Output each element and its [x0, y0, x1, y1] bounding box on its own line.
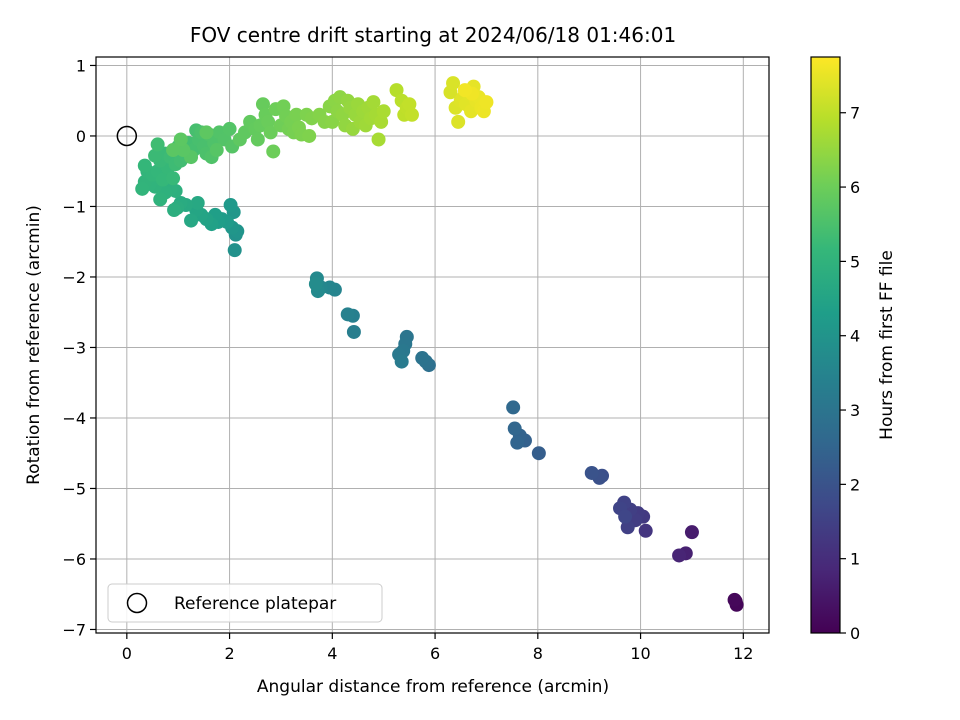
data-point: [135, 181, 150, 196]
x-axis-label: Angular distance from reference (arcmin): [257, 677, 609, 697]
data-point: [394, 354, 409, 369]
data-point: [506, 400, 521, 415]
y-tick-label: 1: [76, 56, 86, 75]
data-point: [684, 525, 699, 540]
colorbar-tick-label: 3: [850, 401, 860, 420]
colorbar-tick-label: 1: [850, 550, 860, 569]
data-point: [261, 114, 276, 129]
colorbar-tick-label: 0: [850, 624, 860, 643]
y-tick-label: −3: [62, 338, 86, 357]
data-point: [389, 83, 404, 98]
y-tick-label: 0: [76, 127, 86, 146]
data-point: [376, 104, 391, 119]
x-tick-label: 6: [430, 644, 440, 663]
data-point: [167, 202, 182, 217]
colorbar-gradient: [811, 57, 840, 633]
data-point: [255, 97, 270, 112]
chart-title: FOV centre drift starting at 2024/06/18 …: [190, 23, 676, 47]
colorbar-tick-label: 6: [850, 178, 860, 197]
y-tick-label: −4: [62, 409, 86, 428]
data-point: [289, 107, 304, 122]
colorbar-tick-label: 2: [850, 475, 860, 494]
colorbar-tick-label: 4: [850, 327, 860, 346]
x-axis-ticks: 0 2 4 6 8 10 12: [122, 633, 753, 663]
data-point: [618, 509, 633, 524]
data-point: [263, 125, 278, 140]
data-point: [371, 132, 386, 147]
x-tick-label: 0: [122, 644, 132, 663]
data-point: [209, 143, 224, 158]
data-point: [190, 195, 205, 210]
data-point: [584, 465, 599, 480]
x-tick-label: 4: [327, 644, 337, 663]
y-tick-label: −6: [62, 550, 86, 569]
legend: Reference platepar: [107, 583, 383, 623]
colorbar-tick-label: 5: [850, 252, 860, 271]
data-point: [223, 198, 238, 213]
y-tick-label: −7: [62, 620, 86, 639]
data-point: [402, 97, 417, 112]
data-point: [155, 172, 170, 187]
data-point: [166, 143, 181, 158]
data-point: [250, 132, 265, 147]
data-point: [308, 277, 323, 292]
y-axis-ticks: 1 0 −1 −2 −3 −4 −5 −6 −7: [62, 56, 96, 639]
data-point: [672, 548, 687, 563]
data-point: [222, 121, 237, 136]
legend-label: Reference platepar: [174, 594, 336, 614]
data-point: [148, 148, 163, 163]
data-points: [135, 76, 744, 612]
data-point: [266, 144, 281, 159]
x-tick-label: 12: [733, 644, 753, 663]
y-tick-label: −2: [62, 268, 86, 287]
colorbar-ticks: 0 1 2 3 4 5 6 7: [840, 104, 860, 643]
data-point: [366, 95, 381, 110]
x-tick-label: 8: [533, 644, 543, 663]
data-point: [340, 307, 355, 322]
data-point: [346, 324, 361, 339]
data-point: [638, 523, 653, 538]
data-point: [199, 125, 214, 140]
data-point: [446, 76, 461, 91]
x-tick-label: 10: [630, 644, 650, 663]
data-point: [451, 114, 466, 129]
data-point: [153, 192, 168, 207]
reference-point-marker: [116, 125, 138, 147]
colorbar: 0 1 2 3 4 5 6 7 Hours from first FF file: [810, 56, 897, 643]
colorbar-tick-label: 7: [850, 104, 860, 123]
data-point: [457, 83, 472, 98]
legend-marker-icon: [126, 592, 148, 614]
data-point: [374, 114, 389, 129]
y-tick-label: −1: [62, 197, 86, 216]
plot-area: 0 2 4 6 8 10 12 10−1−2−3−4−5−6−7: [62, 56, 770, 663]
colorbar-label: Hours from first FF file: [877, 250, 897, 440]
data-point: [415, 351, 430, 366]
data-point: [404, 107, 419, 122]
data-point: [166, 171, 181, 186]
data-point: [227, 243, 242, 258]
data-point: [137, 158, 152, 173]
data-point: [479, 95, 494, 110]
data-point: [531, 446, 546, 461]
data-point: [173, 132, 188, 147]
plot-frame: [95, 56, 770, 634]
data-point: [620, 520, 635, 535]
data-point: [510, 435, 525, 450]
data-point: [325, 114, 340, 129]
data-point: [507, 421, 522, 436]
y-axis-label: Rotation from reference (arcmin): [24, 205, 44, 485]
data-point: [150, 137, 165, 152]
data-point: [176, 143, 191, 158]
colorbar-frame: [810, 56, 841, 634]
legend-box: [107, 583, 383, 623]
y-tick-label: −5: [62, 479, 86, 498]
data-point: [302, 128, 317, 143]
x-tick-label: 2: [224, 644, 234, 663]
data-point: [184, 213, 199, 228]
data-point: [727, 592, 742, 607]
